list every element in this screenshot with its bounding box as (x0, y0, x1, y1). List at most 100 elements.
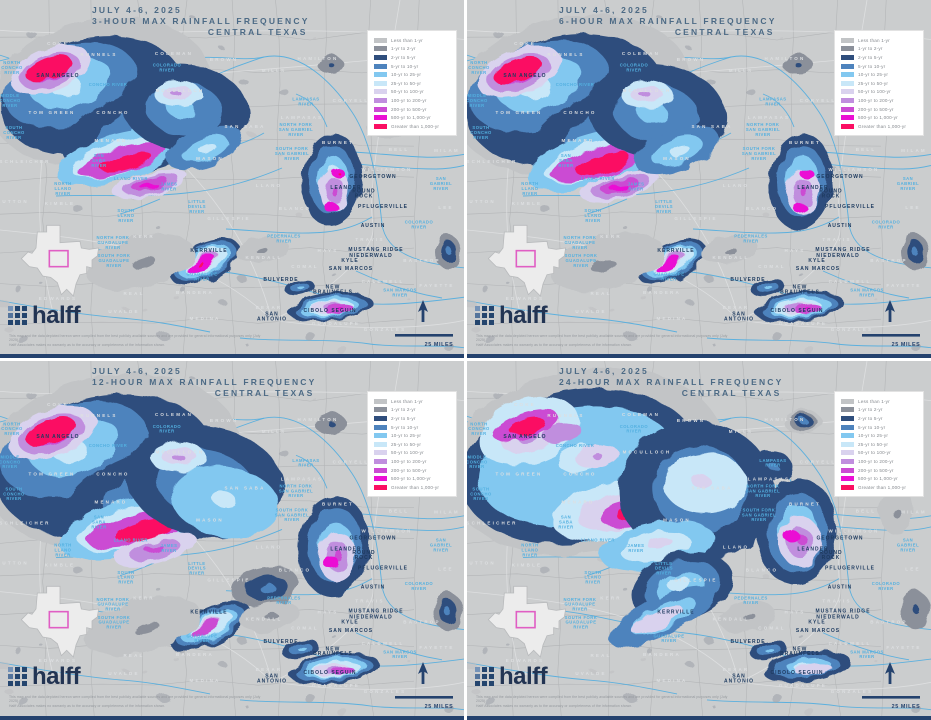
map-label: COLORADO RIVER (620, 424, 649, 434)
halff-logo-text: halff (32, 663, 81, 690)
map-label: BANDERA (643, 652, 681, 657)
map-label: SAN MARCOS (796, 628, 840, 634)
map-label: AUSTIN (828, 585, 853, 591)
map-title-main: 6-HOUR MAX RAINFALL FREQUENCY (559, 16, 777, 26)
map-label: JAMES RIVER (161, 543, 178, 553)
map-label: LEE (905, 205, 920, 210)
map-label: COKE (514, 402, 536, 407)
legend-item: Greater than 1,000-yr (841, 483, 918, 492)
texas-outline (20, 585, 100, 658)
map-label: COLORADO RIVER (872, 220, 901, 230)
legend-label: 200-yr to 500-yr (391, 467, 427, 473)
map-labels-layer: COKE RUNNELS COLEMAN BROWN MILLS HAMILTON CORY… (467, 402, 925, 694)
map-label: JAMES RIVER (161, 182, 178, 192)
legend-label: Less than 1-yr (858, 398, 890, 404)
halff-logo-icon (8, 306, 27, 325)
map-label: RUNNELS (80, 52, 117, 57)
halff-logo-icon (8, 667, 27, 686)
map-label: HAMILTON (298, 56, 339, 61)
rainfall-frequency-layer (467, 367, 930, 716)
map-label: SUTTON (467, 199, 496, 204)
scale-label: 25 MILES (425, 342, 454, 348)
map-label: CONCHO (96, 471, 129, 476)
legend-item: 200-yr to 500-yr (841, 466, 918, 475)
legend-swatch (374, 123, 387, 129)
map-label: SAN MARCOS RIVER (850, 649, 884, 659)
map-label: LEANDER (330, 185, 361, 191)
legend-swatch (374, 407, 387, 413)
map-label: KIMBLE (512, 563, 542, 568)
study-area-box (48, 249, 69, 268)
map-label: SAN MARCOS RIVER (850, 288, 884, 298)
map-label: LEE (905, 567, 920, 572)
map-label: MUSTANG RIDGE (348, 247, 403, 253)
map-label: COKE (514, 41, 536, 46)
map-label: LLANO RIVER (114, 176, 148, 181)
legend-label: 25-yr to 50-yr (858, 441, 889, 447)
legend-item: 1-yr to 2-yr (374, 406, 451, 415)
legend-item: 200-yr to 500-yr (841, 105, 918, 114)
legend-label: 5-yr to 10-yr (858, 63, 886, 69)
map-label: GILLESPIE (674, 216, 717, 221)
map-label: SAN ANGELO (36, 434, 79, 440)
map-label: WILLIAMSON (829, 167, 880, 172)
map-label: SAN ANTONIO (724, 673, 754, 684)
map-label: MILAM (434, 509, 460, 514)
scale-label: 25 MILES (892, 342, 921, 348)
legend-swatch (841, 115, 854, 121)
map-label: SAN SABA (691, 485, 732, 490)
map-label: GONZALES (831, 327, 874, 332)
map-footer-bar (0, 716, 464, 720)
legend-label: 100-yr to 200-yr (391, 458, 427, 464)
map-label: SAN MARCOS RIVER (383, 288, 417, 298)
map-label: SAN SABA RIVER (558, 153, 573, 168)
scale-label: 25 MILES (425, 704, 454, 710)
map-label: BANDERA (176, 652, 214, 657)
map-label: SOUTH CONCHO RIVER (470, 487, 492, 502)
map-label: MASON (663, 517, 691, 522)
legend-swatch (374, 46, 387, 52)
map-label: SAN SABA (691, 124, 732, 129)
map-label: MEDINA (657, 678, 688, 683)
map-label: NORTH LLANO RIVER (521, 181, 538, 196)
legend-swatch (374, 80, 387, 86)
scale-bar: 25 MILES (862, 300, 921, 348)
map-panel-6hr: COKE RUNNELS COLEMAN BROWN MILLS HAMILTON CORY… (467, 0, 931, 358)
map-label: BROWN (210, 57, 239, 62)
map-label: WILLIAMSON (362, 528, 413, 533)
map-label: CALDWELL (362, 641, 405, 646)
texas-inset-map (487, 585, 567, 658)
legend-swatch (374, 458, 387, 464)
map-label: GUADALUPE (312, 321, 360, 326)
map-label: GEORGETOWN (816, 535, 863, 541)
map-label: MILAM (901, 148, 927, 153)
map-panel-3hr: COKE RUNNELS COLEMAN BROWN MILLS HAMILTON CORY… (0, 0, 464, 358)
map-label: CONCHO (563, 471, 596, 476)
legend-swatch (841, 72, 854, 78)
map-footer-bar (0, 354, 464, 358)
map-label: TOM GREEN (29, 110, 76, 115)
legend-swatch (841, 441, 854, 447)
legend: Less than 1-yr 1-yr to 2-yr 2-yr to 5-yr 5-… (367, 30, 457, 136)
map-label: NEW BRAUNFELS (780, 646, 820, 657)
legend-label: 1-yr to 2-yr (391, 46, 416, 52)
texas-inset-map (20, 224, 100, 297)
legend-item: 25-yr to 50-yr (374, 440, 451, 449)
map-label: CIBOLO SEGUIN (303, 308, 356, 314)
legend-label: 10-yr to 25-yr (858, 433, 889, 439)
map-label: LAMPASAS (281, 115, 324, 120)
map-label: SCHLEICHER (0, 520, 51, 525)
legend-label: 200-yr to 500-yr (858, 106, 894, 112)
map-label: NORTH LLANO RIVER (54, 543, 71, 558)
legend-item: Less than 1-yr (841, 397, 918, 406)
map-label: ROUND ROCK (352, 189, 375, 200)
map-title: JULY 4-6, 2025 24-HOUR MAX RAINFALL FREQ… (559, 366, 784, 399)
map-label: HAYS (318, 610, 339, 615)
map-label: SCHLEICHER (467, 159, 518, 164)
map-label: MEDINA (190, 316, 221, 321)
map-label: GEORGETOWN (349, 174, 396, 180)
map-label: GILLESPIE (207, 216, 250, 221)
map-label: KINNEY (505, 309, 535, 314)
legend-swatch (374, 476, 387, 482)
map-label: ROUND ROCK (819, 550, 842, 561)
